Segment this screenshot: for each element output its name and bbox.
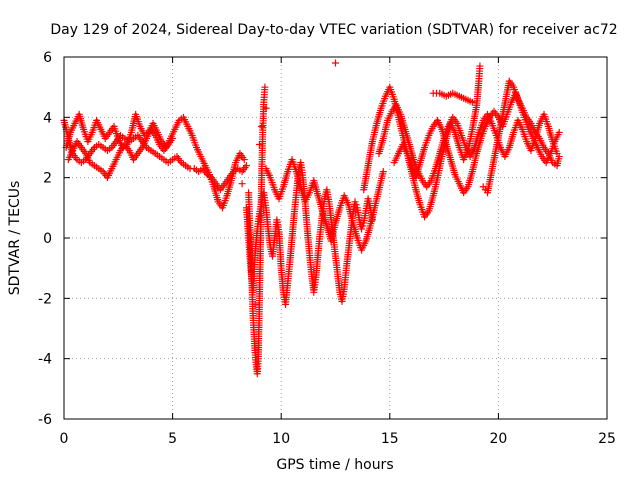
y-tick-label: 2 — [43, 171, 52, 187]
data-point-trace-outliers — [255, 140, 263, 148]
data-point-trace-outliers — [332, 59, 339, 67]
data-point-trace-b — [240, 156, 248, 164]
data-points — [60, 59, 563, 378]
x-tick-label: 10 — [272, 431, 290, 447]
data-point-trace-k — [555, 153, 563, 161]
data-point-trace-e — [358, 225, 366, 233]
y-tick-label: 0 — [43, 231, 52, 247]
x-tick-label: 25 — [598, 431, 616, 447]
data-point-trace-e — [351, 198, 359, 206]
data-point-trace-outliers — [262, 104, 270, 112]
x-tick-label: 15 — [381, 431, 399, 447]
data-point-trace-j — [468, 98, 476, 106]
data-point-trace-i — [555, 128, 563, 136]
x-tick-label: 0 — [60, 431, 69, 447]
x-axis-label: GPS time / hours — [276, 457, 393, 473]
chart-title: Day 129 of 2024, Sidereal Day-to-day VTE… — [50, 22, 617, 38]
data-point-trace-outliers — [238, 180, 246, 188]
data-point-trace-g — [476, 62, 484, 70]
x-tick-label: 5 — [168, 431, 177, 447]
axis-ticks: 0 5 10 15 20 25 -6 -4 -2 0 2 4 6 — [38, 50, 616, 447]
y-tick-label: -2 — [38, 291, 52, 307]
y-axis-label: SDTVAR / TECUs — [7, 181, 23, 296]
data-point-trace-a — [242, 162, 250, 170]
data-point-trace-f — [379, 168, 387, 176]
y-tick-label: -6 — [38, 412, 52, 428]
data-point-trace-outliers — [258, 122, 266, 130]
y-tick-label: 4 — [43, 110, 52, 126]
data-point-trace-c — [169, 134, 177, 142]
data-point-trace-d — [261, 83, 269, 91]
data-point-trace-outliers — [251, 300, 259, 308]
data-point-trace-e — [352, 201, 360, 209]
y-tick-label: 6 — [43, 50, 52, 66]
x-tick-label: 20 — [489, 431, 507, 447]
data-point-trace-e — [359, 222, 367, 230]
y-tick-label: -4 — [38, 352, 52, 368]
